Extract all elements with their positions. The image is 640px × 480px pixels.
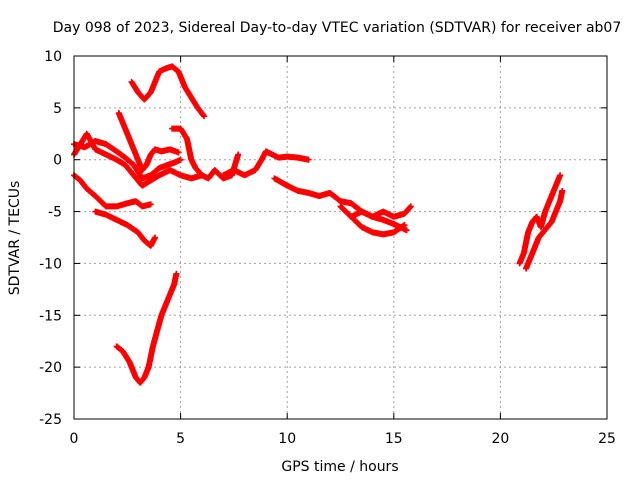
grid (74, 56, 607, 419)
y-axis-label: SDTVAR / TECUs (7, 181, 23, 296)
data-series (71, 130, 205, 189)
x-tick-label: 20 (491, 431, 509, 447)
y-tick-label: -25 (39, 412, 62, 428)
data-point (175, 149, 182, 156)
y-tick-label: 0 (53, 153, 62, 169)
data-point (235, 151, 242, 158)
data-point (305, 156, 312, 163)
data-point (403, 227, 410, 234)
data-series (169, 125, 242, 182)
plot-frame (73, 55, 608, 420)
data-point (557, 172, 564, 179)
data-point (201, 113, 208, 120)
y-tick-label: 10 (44, 49, 62, 65)
data-series (113, 270, 180, 386)
data-point (559, 187, 566, 194)
x-tick-label: 25 (598, 431, 616, 447)
data-series (516, 172, 564, 267)
data-series (128, 63, 208, 120)
data-series (92, 208, 159, 249)
y-tick-label: -15 (39, 308, 62, 324)
data-point (177, 156, 184, 163)
data-points (71, 63, 566, 386)
data-series (115, 110, 182, 174)
y-tick-label: 5 (53, 101, 62, 117)
data-point (173, 270, 180, 277)
y-tick-label: -20 (39, 360, 62, 376)
data-series (220, 148, 312, 179)
data-series (522, 187, 566, 272)
data-point (407, 203, 414, 210)
data-series (348, 203, 414, 220)
chart-title: Day 098 of 2023, Sidereal Day-to-day VTE… (53, 20, 622, 36)
x-tick-label: 5 (176, 431, 185, 447)
y-tick-label: -10 (39, 256, 62, 272)
data-point (152, 234, 159, 241)
data-series (337, 203, 408, 238)
data-point (401, 222, 408, 229)
y-tick-label: -5 (48, 205, 62, 221)
data-point (147, 201, 154, 208)
x-tick-label: 10 (278, 431, 296, 447)
data-series (71, 138, 184, 182)
x-tick-label: 0 (70, 431, 79, 447)
axis-ticks: 0 5 10 15 20 25 -25 -20 -15 -10 -5 0 5 10 (39, 49, 616, 447)
x-tick-label: 15 (385, 431, 403, 447)
x-axis-label: GPS time / hours (281, 459, 398, 475)
